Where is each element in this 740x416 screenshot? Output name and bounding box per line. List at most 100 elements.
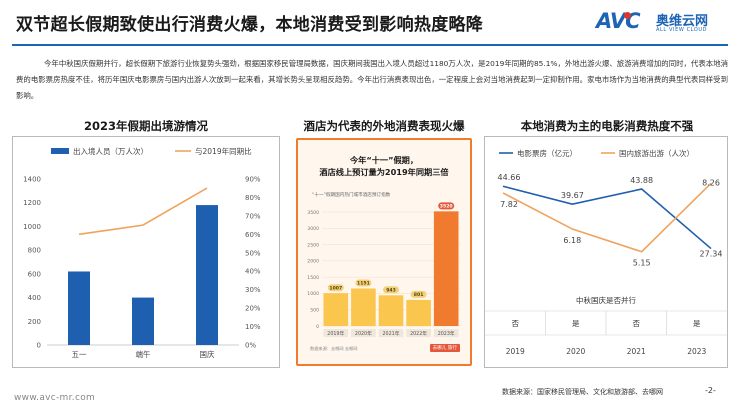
- ratio-line: [78, 187, 208, 236]
- y-tick-label: 0: [37, 342, 41, 350]
- value-label-pill: [410, 290, 427, 298]
- hotel-chart-title: 酒店为代表的外地消费表现火爆: [303, 119, 465, 133]
- hotel-chart-subtitle: “十一”假期国内热门城市酒店预订指数: [312, 193, 391, 198]
- y-tick-label: 1200: [23, 199, 41, 207]
- y-tick-label: 1000: [307, 291, 319, 297]
- table-title: 中秋国庆是否并行: [576, 295, 636, 305]
- table-cell: 是: [572, 319, 580, 328]
- intro-text: 今年中秋国庆假期并行，超长假期下旅游行业恢复势头强劲，根据国家移民管理局数据，国…: [16, 59, 728, 100]
- outbound-bar: [132, 297, 154, 345]
- x-tick-label: 2023年: [438, 330, 455, 337]
- y2-tick-label: 30%: [245, 286, 261, 294]
- y-tick-label: 2500: [307, 242, 319, 248]
- outbound-chart-panel: 出入境人员（万人次） 与2019年同期比 0 200 400 600 800 1000 1200…: [12, 136, 280, 368]
- hotel-headline-line2: 酒店线上预订量为2019年同期三倍: [319, 167, 449, 177]
- logo-dot-icon: [624, 12, 631, 19]
- website-url: www.avc-mr.com: [14, 393, 96, 403]
- y-tick-label: 600: [28, 270, 41, 278]
- movie-chart-panel: 电影票房（亿元） 国内旅游出游（人次） 44.66 39.67 43.88 27.34 7.…: [484, 136, 728, 368]
- y2-tick-label: 80%: [245, 194, 261, 202]
- logo-en-text: ALL VIEW CLOUD: [656, 27, 708, 33]
- x-tick-label: 2019: [506, 347, 525, 356]
- x-tick-label: 2021年: [382, 330, 399, 337]
- avc-logo: AVC 奥维云网 ALL VIEW CLOUD: [596, 9, 726, 35]
- x-tick-label: 国庆: [200, 349, 215, 359]
- legend-swatch-outbound: [51, 148, 69, 154]
- page-number: -2-: [705, 386, 716, 395]
- x-tick-label: 2020年: [355, 330, 372, 337]
- hotel-bar: [433, 211, 459, 326]
- source-note: 数据来源：国家移民管理局、文化和旅游部、去哪网: [502, 388, 663, 396]
- value-label-pill: [355, 279, 372, 287]
- boxoffice-line: [502, 185, 712, 250]
- movie-chart: 电影票房（亿元） 国内旅游出游（人次） 44.66 39.67 43.88 27.34 7.…: [485, 148, 727, 356]
- x-tick-label: 2023: [687, 347, 706, 356]
- hotel-headline: 今年“十一”假期， 酒店线上预订量为2019年同期三倍: [298, 154, 470, 178]
- travel-value-label: 6.18: [563, 236, 581, 245]
- value-label: 1007: [329, 285, 342, 291]
- category-pill: [433, 329, 459, 337]
- y-tick-label: 0: [316, 324, 319, 330]
- legend-label-outbound: 出入境人员（万人次）: [73, 146, 148, 156]
- travel-line: [502, 182, 712, 253]
- y-tick-label: 500: [310, 308, 319, 314]
- x-tick-label: 端午: [136, 349, 151, 359]
- value-label: 943: [386, 287, 396, 293]
- boxoffice-value-label: 43.88: [630, 176, 653, 185]
- hotel-bar: [406, 299, 431, 326]
- logo-avc-text: AVC: [596, 9, 640, 33]
- hotel-chart-footnote: 数据来源：去哪网 去哪网: [310, 346, 358, 351]
- legend-label-ratio: 与2019年同期比: [195, 146, 252, 156]
- x-tick-label: 2021: [627, 347, 646, 356]
- table-cell: 否: [512, 319, 520, 328]
- y-tick-label: 200: [28, 318, 41, 326]
- y2-tick-label: 20%: [245, 305, 261, 313]
- category-pill: [378, 329, 404, 337]
- travel-value-label: 8.26: [702, 178, 720, 187]
- y2-tick-label: 0%: [245, 342, 256, 350]
- outbound-bar: [68, 271, 90, 345]
- category-pill: [351, 329, 376, 337]
- boxoffice-value-label: 39.67: [561, 191, 584, 200]
- legend-label-boxoffice: 电影票房（亿元）: [517, 148, 577, 158]
- y-tick-label: 1000: [23, 223, 41, 231]
- hotel-bar: [351, 288, 376, 326]
- value-label: 1151: [357, 281, 370, 287]
- x-tick-label: 2019年: [327, 330, 344, 337]
- x-tick-label: 2022年: [410, 330, 427, 337]
- y2-tick-label: 90%: [245, 176, 261, 184]
- y2-tick-label: 40%: [245, 268, 261, 276]
- y-tick-label: 2000: [307, 259, 319, 265]
- y2-tick-label: 60%: [245, 231, 261, 239]
- hotel-chart-panel: 今年“十一”假期， 酒店线上预订量为2019年同期三倍 “十一”假期国内热门城市…: [296, 138, 472, 366]
- y-tick-label: 3500: [307, 210, 319, 216]
- boxoffice-value-label: 27.34: [700, 250, 723, 259]
- value-label: 3520: [440, 204, 453, 210]
- outbound-bar: [196, 205, 218, 345]
- boxoffice-value-label: 44.66: [498, 173, 521, 182]
- hotel-bar: [323, 293, 349, 326]
- header: 双节超长假期致使出行消费火爆，本地消费受到影响热度略降 AVC 奥维云网 ALL…: [0, 0, 740, 44]
- hotel-bar: [378, 295, 404, 326]
- legend-label-travel: 国内旅游出游（人次）: [619, 148, 694, 158]
- table-cell: 是: [693, 319, 701, 328]
- value-label-pill: [383, 286, 399, 294]
- x-tick-label: 五一: [72, 350, 87, 359]
- hotel-headline-line1: 今年“十一”假期，: [349, 155, 419, 165]
- logo-cn-text: 奥维云网: [656, 14, 709, 29]
- travel-value-label: 5.15: [633, 259, 651, 268]
- y2-tick-label: 70%: [245, 212, 261, 220]
- category-pill: [406, 329, 431, 337]
- category-pill: [323, 329, 349, 337]
- header-divider: [12, 44, 728, 46]
- y2-tick-label: 10%: [245, 323, 261, 331]
- value-label-pill: [438, 202, 455, 210]
- value-label-pill: [327, 284, 344, 292]
- movie-chart-title: 本地消费为主的电影消费热度不强: [520, 119, 694, 133]
- y-tick-label: 400: [28, 294, 41, 302]
- outbound-chart: 出入境人员（万人次） 与2019年同期比 0 200 400 600 800 1000 1200…: [23, 146, 261, 359]
- page-title: 双节超长假期致使出行消费火爆，本地消费受到影响热度略降: [16, 15, 484, 35]
- y-tick-label: 1400: [23, 176, 41, 184]
- y2-tick-label: 50%: [245, 249, 261, 257]
- y-tick-label: 3000: [307, 226, 319, 232]
